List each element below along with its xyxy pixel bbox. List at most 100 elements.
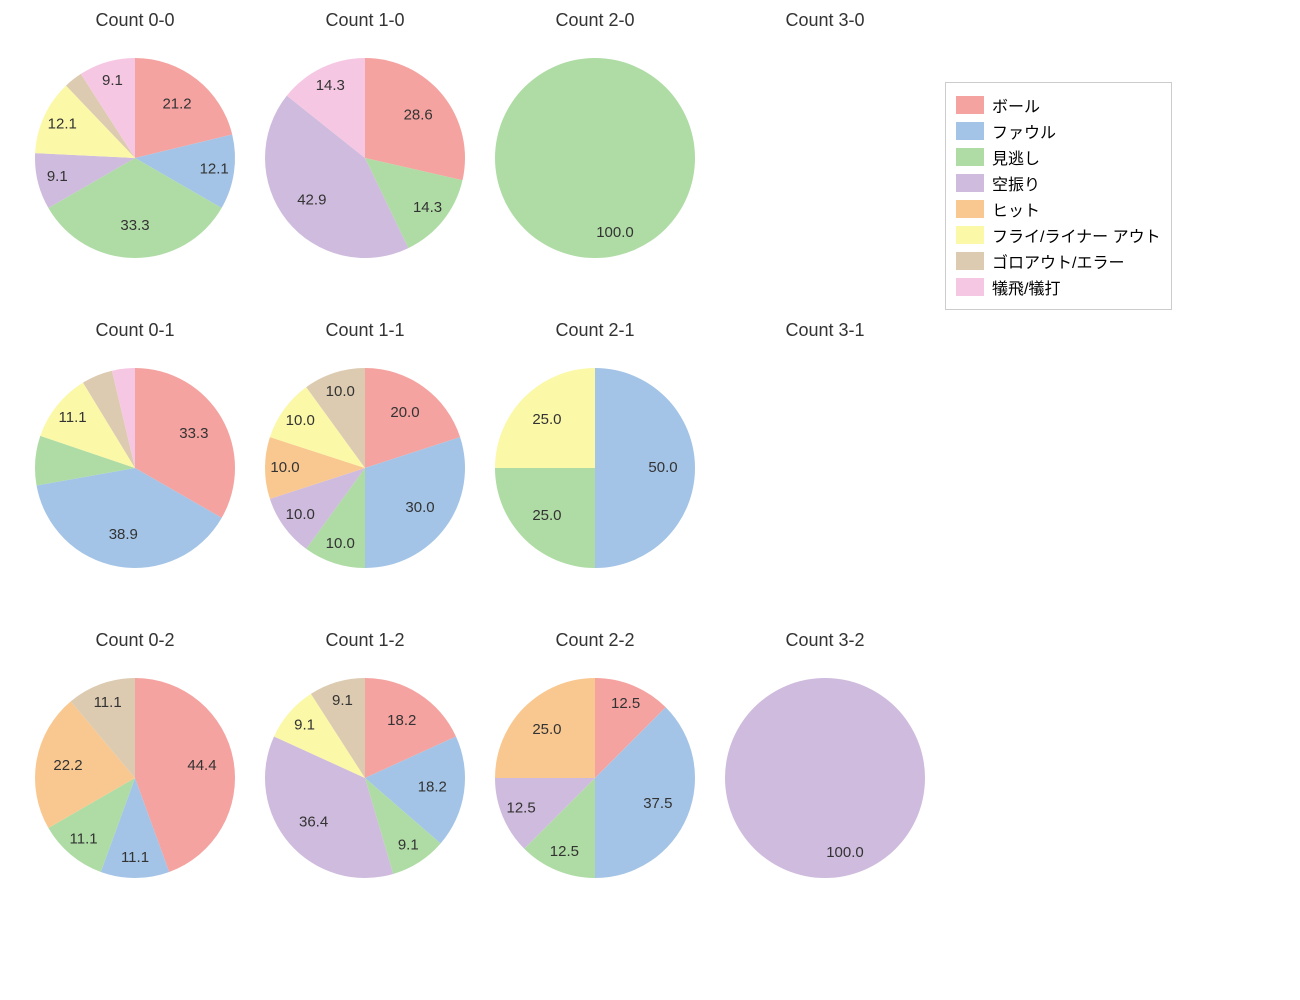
slice-label: 11.1 [121, 849, 149, 866]
pie-cell: Count 2-2 12.5 37.5 12.5 12.5 25.0 [480, 630, 710, 920]
pie: 100.0 [725, 678, 925, 878]
legend-item-flyout: フライ/ライナー アウト [956, 223, 1161, 247]
legend-swatch [956, 96, 984, 114]
pie: 18.2 18.2 9.1 36.4 9.1 9.1 [265, 678, 465, 878]
legend-swatch [956, 148, 984, 166]
slice-label: 20.0 [390, 404, 419, 421]
slice-label: 25.0 [532, 721, 561, 738]
legend: ボールファウル見逃し空振りヒットフライ/ライナー アウトゴロアウト/エラー犠飛/… [945, 82, 1172, 310]
legend-swatch [956, 252, 984, 270]
pie-title: Count 1-2 [250, 630, 480, 651]
pie-title: Count 0-2 [20, 630, 250, 651]
slice-label: 12.5 [611, 695, 640, 712]
legend-label: 空振り [992, 171, 1040, 195]
pie-cell: Count 0-1 33.3 38.9 11.1 [20, 320, 250, 610]
slice-label: 28.6 [404, 107, 433, 124]
legend-label: ヒット [992, 197, 1040, 221]
slice-label: 33.3 [120, 217, 149, 234]
slice-label: 18.2 [387, 712, 416, 729]
pie: 28.6 14.3 42.9 14.3 [265, 58, 465, 258]
pie-title: Count 1-1 [250, 320, 480, 341]
slice-label: 37.5 [643, 795, 672, 812]
slice-label: 100.0 [826, 844, 864, 861]
pie: 20.0 30.0 10.0 10.0 10.0 10.0 10.0 [265, 368, 465, 568]
pie-title: Count 2-0 [480, 10, 710, 31]
pie-cell: Count 3-0 [710, 10, 940, 300]
pie-title: Count 2-1 [480, 320, 710, 341]
pie-title: Count 3-1 [710, 320, 940, 341]
slice-label: 100.0 [596, 224, 634, 241]
slice-label: 18.2 [418, 779, 447, 796]
slice-label: 30.0 [405, 499, 434, 516]
legend-swatch [956, 174, 984, 192]
legend-item-swing: 空振り [956, 171, 1161, 195]
slice-label: 25.0 [532, 507, 561, 524]
slice-label: 11.1 [94, 694, 122, 711]
slice-label: 25.0 [532, 411, 561, 428]
slice-label: 14.3 [316, 77, 345, 94]
pie-title: Count 1-0 [250, 10, 480, 31]
legend-item-ground: ゴロアウト/エラー [956, 249, 1161, 273]
slice-label: 9.1 [398, 836, 419, 853]
pie-cell: Count 0-244.411.111.122.211.1 [20, 630, 250, 920]
pie-slice-swing [725, 678, 925, 878]
pie: 21.2 12.1 33.3 9.1 12.1 9.1 [35, 58, 235, 258]
slice-label: 12.5 [550, 843, 579, 860]
chart-canvas: ボールファウル見逃し空振りヒットフライ/ライナー アウトゴロアウト/エラー犠飛/… [0, 0, 1300, 1000]
slice-label: 9.1 [47, 168, 68, 185]
legend-swatch [956, 226, 984, 244]
legend-swatch [956, 122, 984, 140]
slice-label: 22.2 [53, 757, 82, 774]
legend-label: ボール [992, 93, 1040, 117]
pie-title: Count 0-1 [20, 320, 250, 341]
pie [725, 368, 925, 568]
slice-label: 14.3 [413, 199, 442, 216]
legend-swatch [956, 200, 984, 218]
legend-item-foul: ファウル [956, 119, 1161, 143]
legend-label: ファウル [992, 119, 1056, 143]
pie-slice-foul [595, 368, 695, 568]
legend-item-hit: ヒット [956, 197, 1161, 221]
pie-cell: Count 1-2 18.2 18.2 9.1 36.4 9.1 9.1 [250, 630, 480, 920]
pie-title: Count 3-0 [710, 10, 940, 31]
slice-label: 36.4 [299, 813, 328, 830]
slice-label: 9.1 [294, 717, 315, 734]
slice-label: 12.1 [200, 160, 229, 177]
legend-label: ゴロアウト/エラー [992, 249, 1124, 273]
pie-title: Count 2-2 [480, 630, 710, 651]
pie: 44.411.111.122.211.1 [35, 678, 235, 878]
pie: 33.3 38.9 11.1 [35, 368, 235, 568]
pie-cell: Count 1-1 20.0 30.0 10.0 10.0 10.0 10.0 10.0 [250, 320, 480, 610]
pie-cell: Count 0-0 21.2 12.1 33.3 9.1 12.1 9.1 [20, 10, 250, 300]
legend-label: フライ/ライナー アウト [992, 223, 1161, 247]
pie-cell: Count 2-0 100.0 [480, 10, 710, 300]
legend-item-ball: ボール [956, 93, 1161, 117]
pie-slice-looking [495, 58, 695, 258]
slice-label: 38.9 [109, 526, 138, 543]
legend-item-sac: 犠飛/犠打 [956, 275, 1161, 299]
slice-label: 10.0 [286, 412, 315, 429]
slice-label: 21.2 [162, 96, 191, 113]
slice-label: 10.0 [326, 383, 355, 400]
legend-label: 見逃し [992, 145, 1040, 169]
slice-label: 12.5 [506, 800, 535, 817]
slice-label: 10.0 [326, 535, 355, 552]
slice-label: 9.1 [102, 72, 123, 89]
pie: 100.0 [495, 58, 695, 258]
slice-label: 10.0 [270, 459, 299, 476]
slice-label: 33.3 [179, 425, 208, 442]
pie-cell: Count 3-1 [710, 320, 940, 610]
slice-label: 12.1 [48, 116, 77, 133]
slice-label: 42.9 [297, 191, 326, 208]
slice-label: 9.1 [332, 692, 353, 709]
legend-label: 犠飛/犠打 [992, 275, 1060, 299]
slice-label: 50.0 [648, 459, 677, 476]
slice-label: 11.1 [59, 409, 87, 426]
pie-cell: Count 3-2100.0 [710, 630, 940, 920]
slice-label: 10.0 [286, 506, 315, 523]
legend-item-looking: 見逃し [956, 145, 1161, 169]
pie-cell: Count 2-1 50.0 25.0 25.0 [480, 320, 710, 610]
slice-label: 44.4 [187, 757, 216, 774]
pie: 50.0 25.0 25.0 [495, 368, 695, 568]
pie-title: Count 0-0 [20, 10, 250, 31]
